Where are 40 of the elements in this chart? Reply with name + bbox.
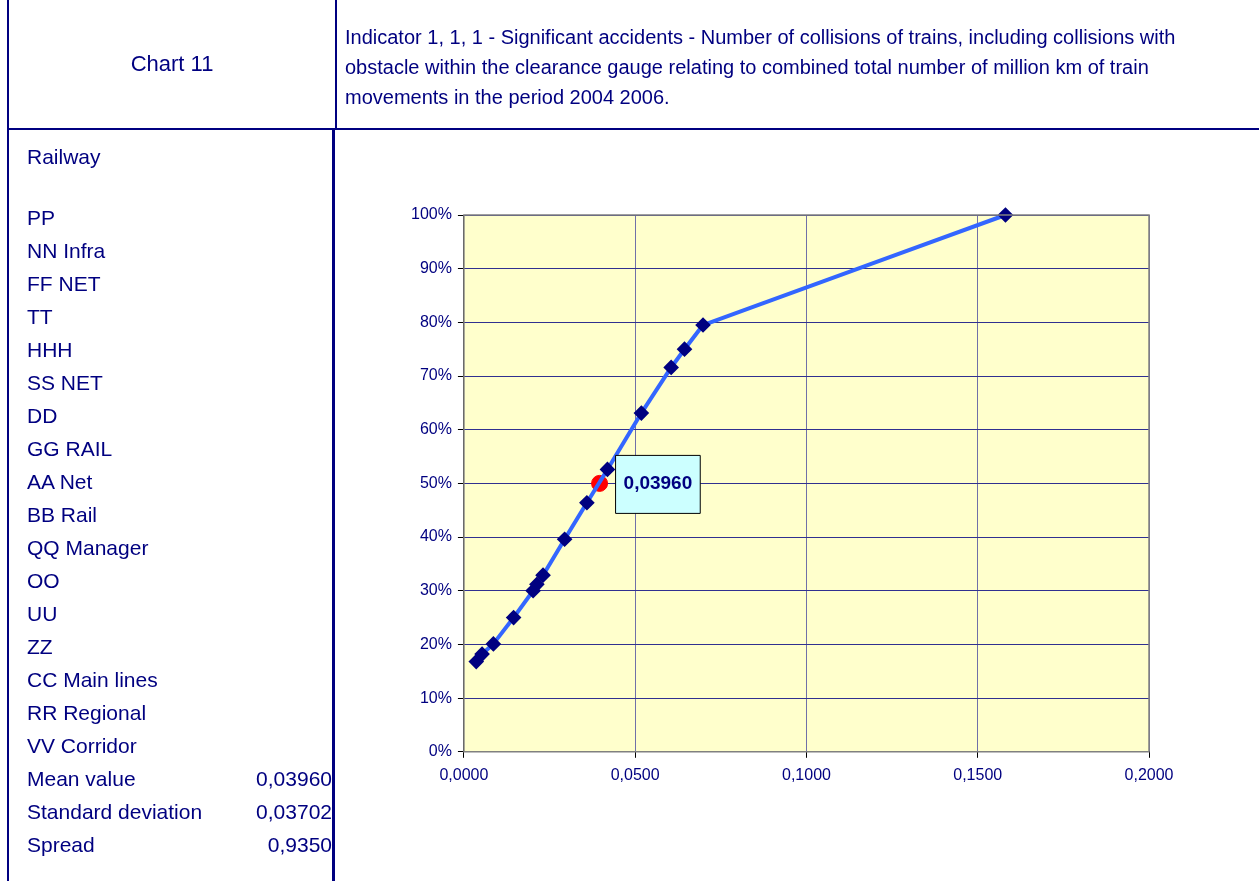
x-tick-label: 0,1500 (953, 765, 1003, 783)
y-tick-label: 10% (419, 688, 452, 706)
text: CC Main lines (27, 667, 158, 693)
y-tick-label: 20% (419, 634, 452, 652)
y-tick-label: 30% (419, 581, 452, 599)
text: QQ Manager (27, 535, 149, 561)
y-tick-label: 80% (419, 312, 452, 330)
annotation: 0,03960 (623, 471, 693, 493)
chart-subtitle: Indicator 1, 1, 1 - Significant accidents - Number of collisions of trains, including collisions with obstacle within the clearance gauge relating to combined total number of million km of train movements in the period 2004 2006. (335, 0, 1259, 130)
text: RR Regional (27, 700, 147, 726)
text: VV Corridor (27, 733, 137, 759)
text: NN Infra (27, 238, 106, 264)
y-tick-label: 60% (419, 420, 452, 438)
x-tick-label: 0,2000 (1124, 765, 1174, 783)
text: AA Net (27, 469, 93, 495)
text: Railway (27, 144, 101, 170)
y-tick-label: 100% (411, 205, 452, 223)
text: FF NET (27, 271, 101, 297)
text: SS NET (27, 370, 103, 396)
text: GG RAIL (27, 436, 113, 462)
text: DD (27, 403, 58, 429)
text: BB Rail (27, 502, 98, 528)
y-tick-label: 0% (428, 742, 452, 760)
text: OO (27, 568, 60, 594)
x-tick-label: 0,1000 (781, 765, 832, 783)
text: TT (27, 304, 53, 330)
text: Mean value 0,03960 (27, 767, 332, 790)
text: ZZ (27, 634, 53, 660)
text: Spread 0,9350 (27, 833, 332, 856)
y-tick-label: 50% (419, 473, 452, 491)
text: UU (27, 601, 58, 627)
y-tick-label: 70% (419, 366, 452, 384)
text: HHH (27, 337, 73, 363)
x-tick-label: 0,0500 (610, 765, 660, 783)
y-tick-label: 40% (419, 527, 452, 545)
x-tick-label: 0,0000 (439, 765, 489, 783)
text: Chart 11 (7, 0, 335, 130)
text: Standard deviation 0,03702 (27, 800, 332, 823)
y-tick-label: 90% (419, 259, 452, 277)
text: PP (27, 205, 56, 231)
